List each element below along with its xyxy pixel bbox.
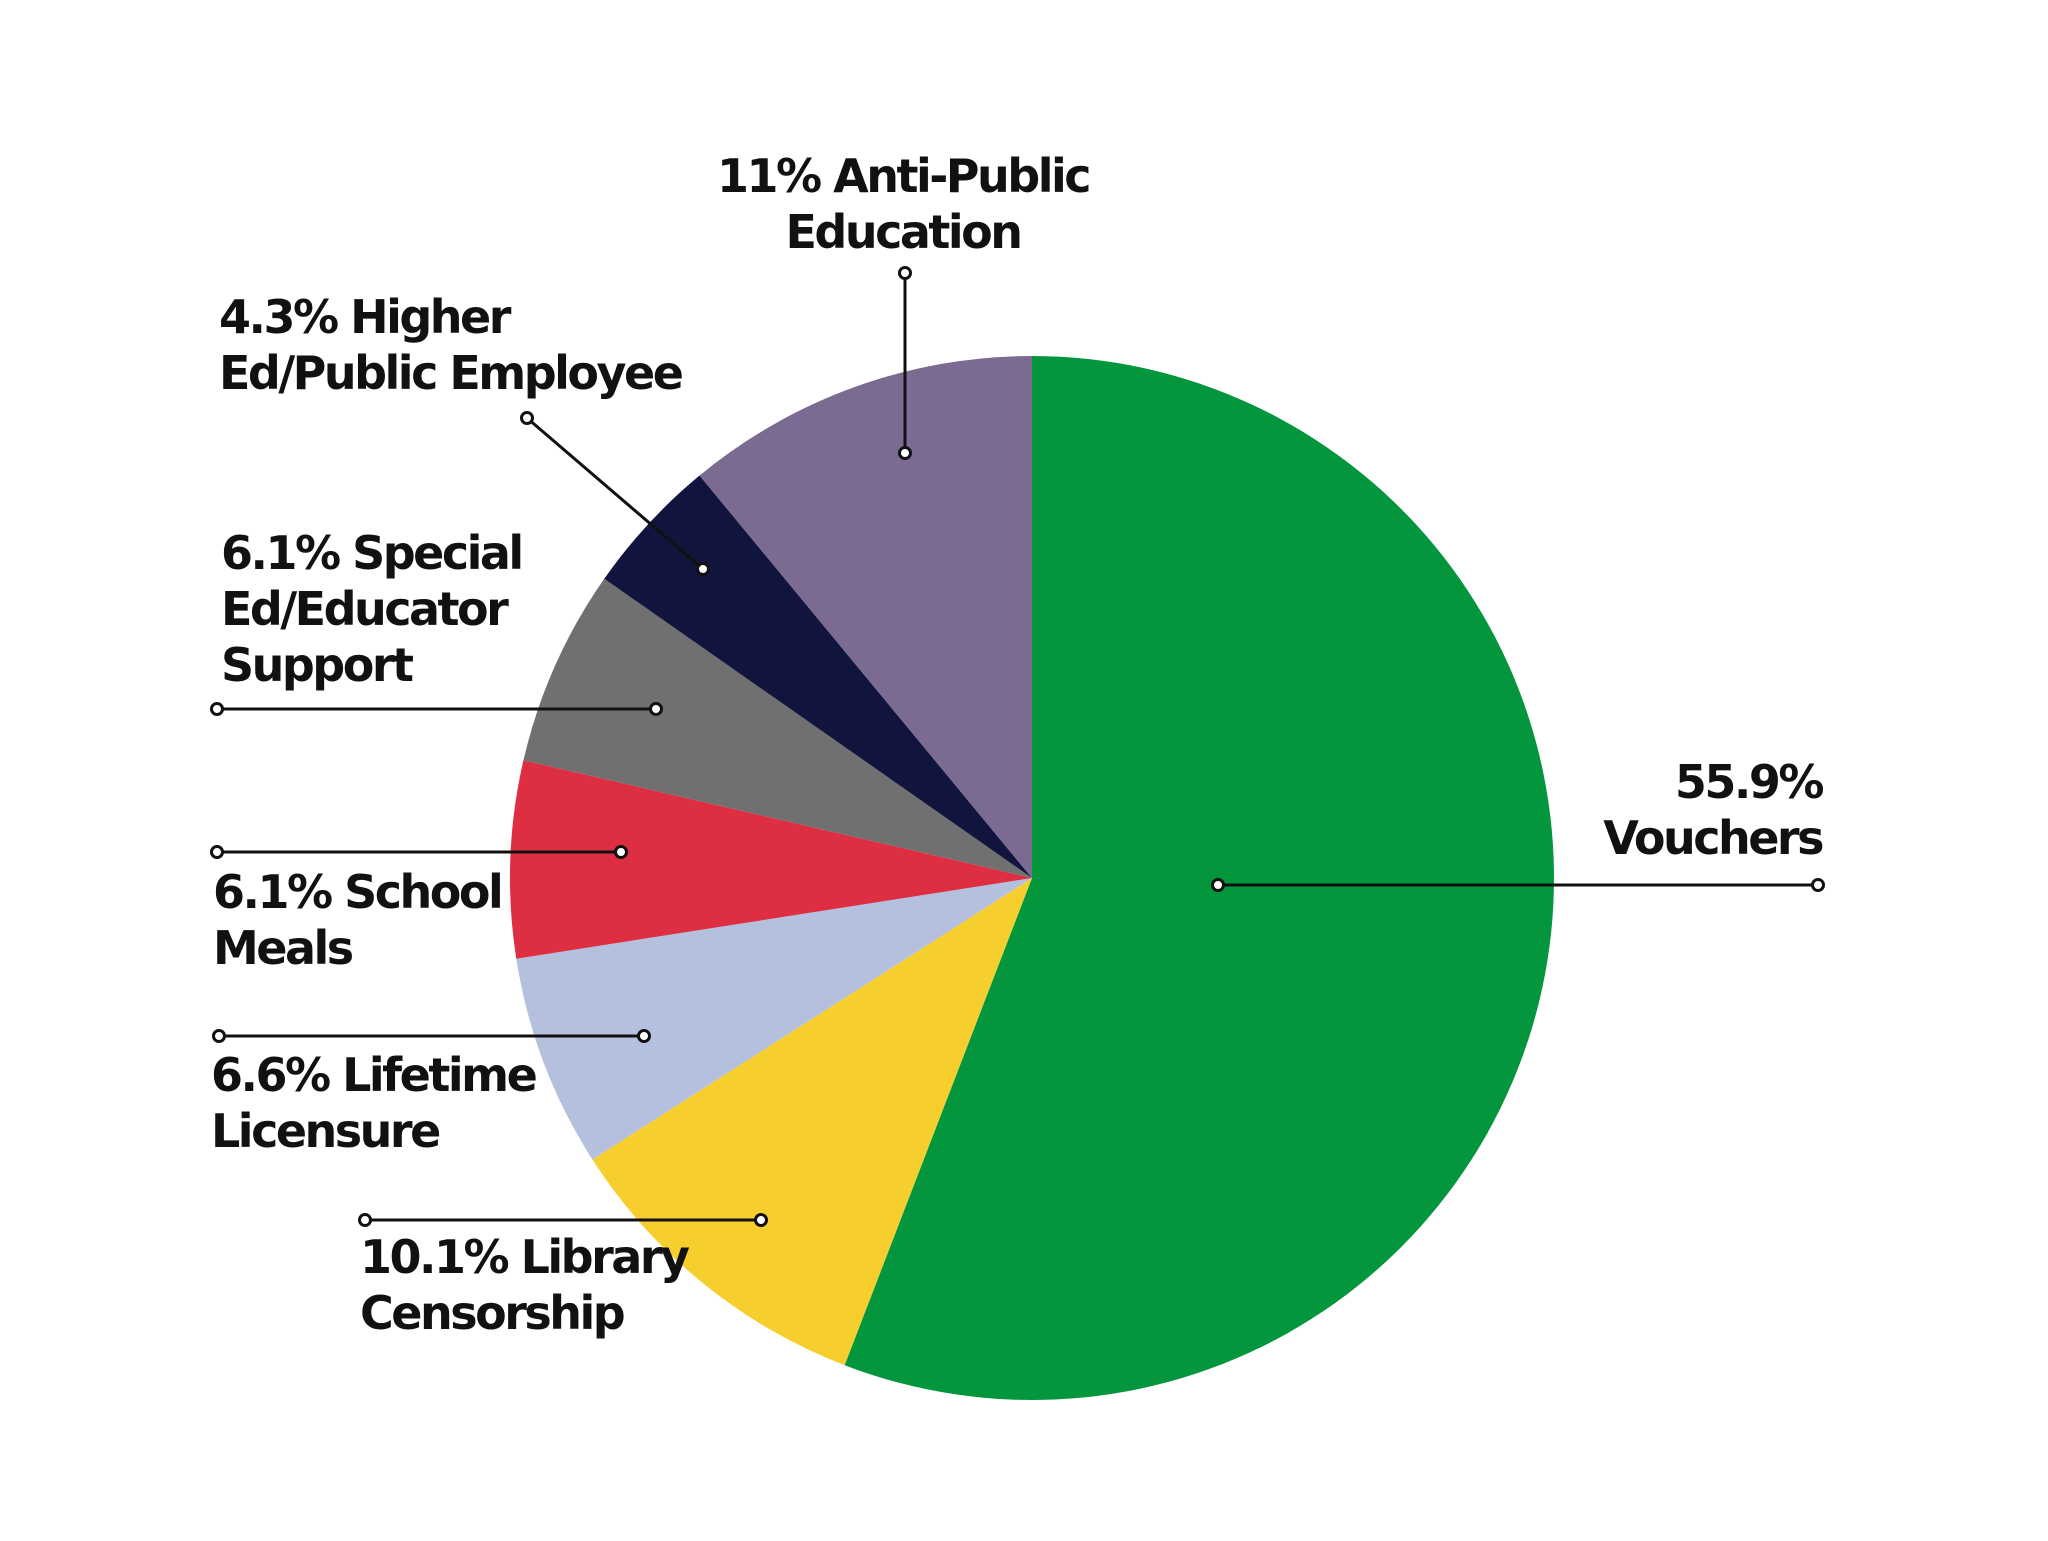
slice-label-school-meals: 6.1% School Meals	[213, 865, 501, 975]
slice-label-line: Meals	[213, 921, 353, 975]
leader-line-higher-ed-public-employee	[520, 411, 710, 576]
pie-slice-vouchers	[844, 356, 1555, 1400]
slice-label-line: Licensure	[211, 1104, 439, 1158]
slice-label-line: 11% Anti-Public	[717, 149, 1089, 203]
leader-dot-higher-ed-public-employee-end	[696, 562, 710, 576]
leader-line-school-meals	[210, 845, 628, 859]
slice-label-line: Censorship	[360, 1286, 624, 1340]
leader-line-library-censorship	[358, 1213, 768, 1227]
slice-label-line: Support	[221, 638, 413, 692]
leader-dot-library-censorship-end	[754, 1213, 768, 1227]
slice-label-vouchers: 55.9% Vouchers	[1603, 755, 1823, 865]
leader-dot-vouchers-end	[1811, 878, 1825, 892]
slice-label-line: Vouchers	[1603, 811, 1823, 865]
slice-label-anti-public-education: 11% Anti-Public Education	[717, 149, 1089, 259]
leader-dot-anti-public-education-start	[898, 266, 912, 280]
leader-line-anti-public-education	[898, 266, 912, 460]
leader-dot-lifetime-licensure-start	[212, 1029, 226, 1043]
slice-label-line: 6.1% School	[213, 865, 501, 919]
leader-dot-school-meals-start	[210, 845, 224, 859]
slice-label-lifetime-licensure: 6.6% Lifetime Licensure	[211, 1048, 536, 1158]
leader-dot-special-ed-educator-support-end	[649, 702, 663, 716]
pie-slice-lifetime-licensure	[516, 878, 1032, 1160]
labels-layer: 55.9% Vouchers 10.1% Library Censorship 6.6%…	[211, 149, 1826, 1340]
slice-label-higher-ed-public-employee: 4.3% Higher Ed/Public Employee	[219, 290, 682, 400]
leader-dot-special-ed-educator-support-start	[210, 702, 224, 716]
slice-label-line: 4.3% Higher	[219, 290, 512, 344]
leader-dot-vouchers-start	[1211, 878, 1225, 892]
slices-layer	[510, 356, 1555, 1400]
slice-label-line: 6.1% Special	[221, 526, 522, 580]
leader-line-special-ed-educator-support	[210, 702, 663, 716]
pie-slice-anti-public-education	[699, 356, 1032, 878]
leader-line-lifetime-licensure	[212, 1029, 651, 1043]
slice-label-line: 55.9%	[1675, 755, 1823, 809]
slice-label-special-ed-educator-support: 6.1% Special Ed/Educator Support	[221, 526, 522, 692]
slice-label-line: Ed/Educator	[221, 582, 509, 636]
leader-dot-higher-ed-public-employee-start	[520, 411, 534, 425]
slice-label-line: Ed/Public Employee	[219, 346, 682, 400]
slice-label-line: 10.1% Library	[360, 1230, 690, 1284]
leader-dot-anti-public-education-end	[898, 446, 912, 460]
slice-label-library-censorship: 10.1% Library Censorship	[360, 1230, 690, 1340]
leader-dot-school-meals-end	[614, 845, 628, 859]
pie-slice-library-censorship	[592, 878, 1032, 1366]
slice-label-line: Education	[785, 205, 1020, 259]
leader-dot-lifetime-licensure-end	[637, 1029, 651, 1043]
pie-slice-special-ed-educator-support	[523, 578, 1032, 878]
leader-lines-layer	[210, 266, 1825, 1227]
pie-slice-school-meals	[510, 760, 1032, 959]
slice-label-line: 6.6% Lifetime	[211, 1048, 536, 1102]
pie-slice-higher-ed-public-employee	[604, 475, 1032, 878]
leader-line-vouchers	[1211, 878, 1825, 892]
leader-dot-library-censorship-start	[358, 1213, 372, 1227]
